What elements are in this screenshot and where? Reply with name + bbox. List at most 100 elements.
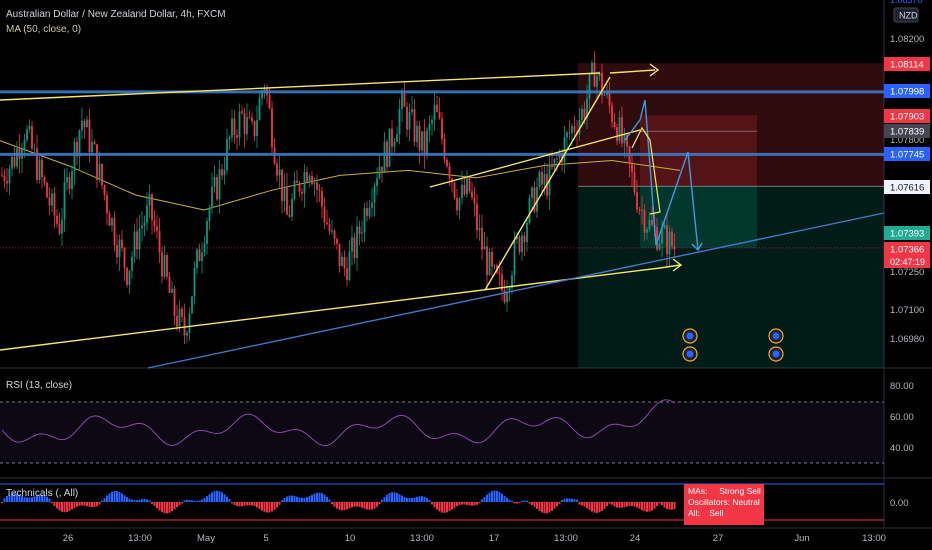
- candle-body: [53, 193, 56, 216]
- candle-body: [136, 231, 138, 250]
- arrow-lower-head: [672, 258, 683, 272]
- candle-body: [41, 159, 43, 178]
- candle-body: [656, 227, 658, 250]
- technicals-bar: [311, 494, 313, 502]
- candle-body: [11, 156, 13, 169]
- technicals-bar: [188, 499, 191, 502]
- candle-body: [123, 247, 126, 268]
- technicals-bar: [393, 492, 396, 502]
- technicals-bar: [431, 502, 433, 505]
- technicals-bar: [581, 502, 583, 506]
- technicals-bar: [8, 494, 11, 502]
- technicals-bar: [183, 500, 186, 502]
- technicals-bar: [16, 493, 18, 502]
- technicals-legend[interactable]: Technicals (, All): [6, 488, 79, 499]
- technicals-bar: [136, 500, 138, 502]
- ma-legend[interactable]: MA (50, close, 0): [6, 24, 82, 35]
- candle-body: [541, 172, 543, 185]
- price-badge: [884, 147, 930, 161]
- candle-body: [248, 117, 251, 118]
- candle-body: [373, 186, 376, 203]
- candle-body: [511, 275, 513, 288]
- candle-body: [658, 243, 661, 250]
- technicals-bar: [13, 493, 16, 502]
- candle-body: [46, 182, 48, 198]
- technicals-bar: [551, 502, 553, 511]
- candle-body: [206, 221, 208, 244]
- candle-body: [461, 184, 463, 199]
- candle-body: [103, 185, 106, 196]
- technicals-bar: [83, 502, 86, 506]
- candle-body: [6, 180, 8, 184]
- candle-body: [301, 191, 303, 194]
- symbol-title[interactable]: Australian Dollar / New Zealand Dollar, …: [6, 9, 226, 20]
- technicals-bar: [143, 499, 146, 502]
- oscillators-value: Neutral: [732, 497, 760, 507]
- candle-body: [633, 172, 636, 193]
- technicals-bar: [411, 497, 413, 502]
- candle-body: [483, 246, 486, 250]
- price-badge: [884, 57, 930, 71]
- time-tick-label: 13:00: [862, 533, 886, 544]
- candle-body: [238, 111, 241, 138]
- candle-body: [61, 219, 63, 234]
- technicals-bar: [376, 502, 378, 507]
- technicals-bar: [263, 502, 266, 512]
- technicals-bar: [513, 502, 516, 504]
- technicals-bar: [208, 494, 211, 502]
- candle-body: [603, 95, 606, 96]
- candle-body: [318, 189, 321, 191]
- technicals-bar: [501, 493, 503, 502]
- technicals-bar: [258, 502, 261, 509]
- technicals-bar: [563, 498, 566, 502]
- technicals-bar: [86, 502, 88, 507]
- candle-body: [26, 129, 28, 141]
- time-tick-label: 26: [63, 533, 74, 544]
- technicals-bar: [41, 494, 43, 502]
- candle-body: [441, 118, 443, 139]
- technicals-bar: [91, 502, 93, 508]
- technicals-bar: [658, 502, 661, 504]
- rsi-legend[interactable]: RSI (13, close): [6, 380, 73, 391]
- technicals-bar: [538, 502, 541, 511]
- technicals-bar: [61, 502, 63, 512]
- candle-body: [341, 256, 343, 267]
- candle-body: [331, 230, 333, 232]
- technicals-bar: [28, 497, 31, 502]
- candle-body: [351, 237, 353, 252]
- technicals-bar: [131, 499, 133, 502]
- technicals-bar: [176, 502, 178, 508]
- technicals-bar: [498, 491, 501, 502]
- candle-body: [311, 175, 313, 185]
- candle-body: [336, 238, 338, 244]
- technicals-bar: [71, 502, 73, 510]
- candle-body: [428, 123, 431, 131]
- price-badge: [884, 84, 930, 98]
- rsi-band: [0, 402, 884, 463]
- candle-body: [396, 133, 398, 142]
- candle-body: [426, 130, 428, 155]
- technicals-bar: [531, 502, 533, 505]
- technicals-bar: [553, 502, 556, 509]
- candle-body: [143, 222, 146, 226]
- technicals-bar: [346, 502, 348, 510]
- candle-body: [316, 182, 318, 190]
- candle-body: [306, 172, 308, 183]
- candle-body: [253, 121, 256, 137]
- candle-body: [251, 117, 253, 122]
- candle-body: [293, 180, 296, 199]
- technicals-bar: [401, 495, 403, 502]
- price-badge: [884, 226, 930, 240]
- time-tick-label: Jun: [794, 533, 809, 544]
- technicals-bar: [541, 502, 543, 513]
- candle-body: [556, 158, 558, 160]
- technicals-bar: [26, 497, 28, 502]
- candle-body: [581, 108, 583, 121]
- candle-body: [611, 105, 613, 123]
- technicals-bar: [486, 494, 488, 502]
- candle-body: [573, 126, 576, 132]
- candle-body: [673, 246, 676, 250]
- technicals-bar: [638, 502, 641, 509]
- technicals-bar: [96, 502, 98, 507]
